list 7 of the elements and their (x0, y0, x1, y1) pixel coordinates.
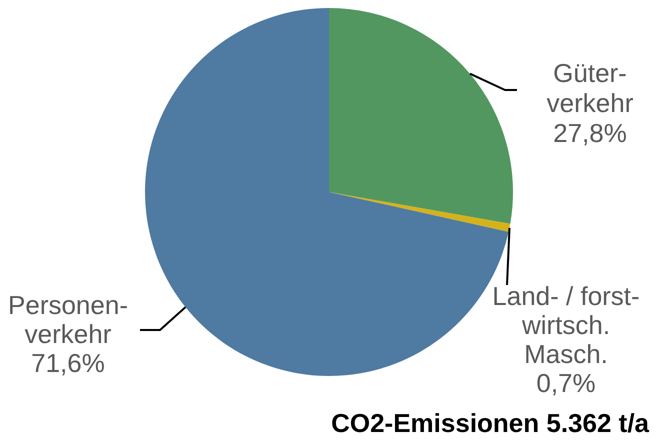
text: CO2-Emissionen 5.362 t/a (331, 408, 650, 438)
data-label: 27,8% (553, 118, 627, 148)
data-label: 0,7% (536, 368, 596, 398)
slice-label: Güter- verkehr (546, 58, 634, 118)
slice-label: Land- / forst- wirtsch. Masch. (492, 281, 640, 370)
slice-label: Personen- verkehr (8, 290, 128, 350)
data-label: 71,6% (31, 348, 105, 378)
